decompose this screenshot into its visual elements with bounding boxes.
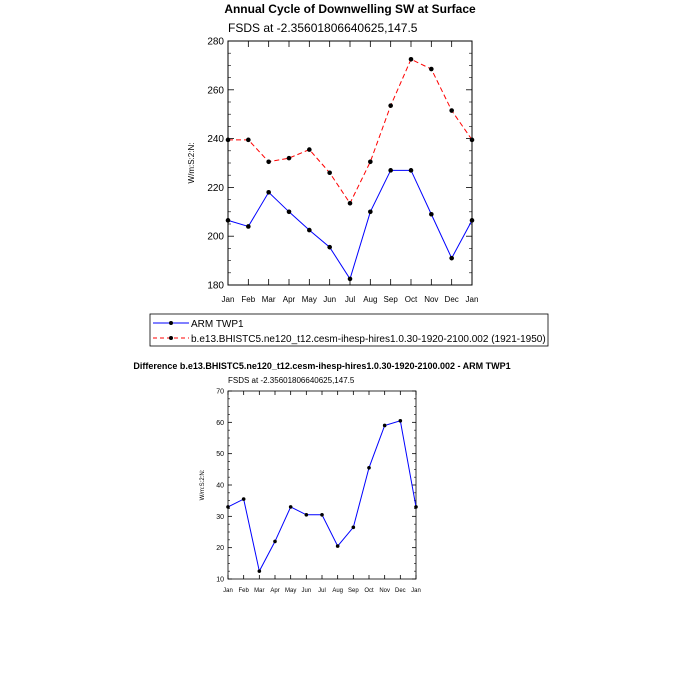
x-tick-label: Dec <box>395 588 406 594</box>
x-tick-label: Jun <box>301 588 311 594</box>
y-tick-label: 70 <box>216 388 224 395</box>
x-tick-label: Aug <box>363 295 377 304</box>
data-point <box>469 137 475 143</box>
data-point <box>335 544 340 548</box>
data-point <box>368 159 373 165</box>
data-point <box>327 244 332 250</box>
chart1-title: Annual Cycle of Downwelling SW at Surfac… <box>224 2 476 16</box>
data-point <box>266 159 271 165</box>
chart2-y-axis-label: W/m:S:2:N: <box>200 469 206 500</box>
x-tick-label: May <box>285 588 296 594</box>
y-tick-label: 50 <box>216 451 224 458</box>
y-tick-label: 10 <box>216 576 224 583</box>
data-point <box>388 168 393 173</box>
series-line-0 <box>227 169 473 281</box>
data-point <box>307 147 312 152</box>
x-tick-label: Jul <box>318 588 326 594</box>
x-tick-label: Sep <box>384 295 399 304</box>
x-tick-label: Oct <box>364 588 374 594</box>
y-tick-label: 20 <box>216 545 224 552</box>
chart1-subtitle: FSDS at -2.35601806640625,147.5 <box>228 21 418 35</box>
legend-label-arm: ARM TWP1 <box>191 319 244 330</box>
y-tick-label: 180 <box>207 281 224 292</box>
data-point <box>266 189 271 195</box>
x-tick-label: May <box>302 295 317 304</box>
data-point <box>320 512 324 517</box>
c2-plot-frame <box>227 390 417 580</box>
series-line-1 <box>228 58 473 205</box>
chart2-plot-area: 10 20 30 40 50 60 70 Jan Feb Mar Apr May Jun Jul Aug Se… <box>216 388 421 594</box>
x-tick-label: Jan <box>466 295 479 304</box>
chart1-y-axis-label: W/m:S:2:N: <box>187 143 196 184</box>
x-tick-label: Aug <box>332 588 343 594</box>
data-point <box>368 209 373 215</box>
data-point <box>408 168 414 173</box>
y-tick-label: 220 <box>207 183 224 194</box>
data-point <box>414 505 418 509</box>
x-tick-label: Feb <box>238 588 249 594</box>
y-tick-label: 40 <box>216 482 224 489</box>
data-point <box>398 418 403 423</box>
data-point <box>327 170 332 176</box>
x-tick-label: Jan <box>222 295 235 304</box>
chart1-legend: ARM TWP1 b.e13.BHISTC5.ne120_t12.cesm-ih… <box>149 313 549 347</box>
data-point <box>257 569 262 573</box>
data-point <box>246 224 251 229</box>
x-tick-label: Jan <box>411 588 421 594</box>
x-tick-label: Dec <box>445 295 459 304</box>
data-point <box>225 137 231 143</box>
data-point <box>388 103 393 108</box>
x-tick-label: Apr <box>270 588 279 594</box>
data-point <box>449 108 454 113</box>
data-point <box>429 66 434 72</box>
legend-marker-model <box>169 336 173 340</box>
data-point <box>286 155 292 161</box>
data-point <box>351 525 356 530</box>
data-point <box>288 505 293 509</box>
y-tick-label: 260 <box>207 85 224 96</box>
x-tick-label: Nov <box>424 295 438 304</box>
x-tick-label: Mar <box>262 295 276 304</box>
data-point <box>241 497 246 501</box>
data-point <box>408 57 414 62</box>
data-point <box>429 211 434 217</box>
y-tick-label: 240 <box>207 134 224 145</box>
y-tick-label: 60 <box>216 420 224 427</box>
x-tick-label: Jul <box>345 295 355 304</box>
data-point <box>304 512 309 517</box>
data-point <box>347 200 353 206</box>
data-point <box>347 276 353 282</box>
data-point <box>367 465 371 470</box>
data-point <box>246 137 251 143</box>
data-point <box>382 423 387 428</box>
data-point <box>226 505 230 509</box>
legend-label-model: b.e13.BHISTC5.ne120_t12.cesm-ihesp-hires… <box>191 334 546 345</box>
y-tick-label: 30 <box>216 514 224 521</box>
x-tick-label: Jun <box>323 295 336 304</box>
y-tick-label: 280 <box>207 37 224 48</box>
y-tick-label: 200 <box>207 232 224 243</box>
legend-marker-arm <box>169 321 173 325</box>
x-tick-label: Feb <box>241 295 255 304</box>
data-point <box>273 539 277 544</box>
data-point <box>469 218 475 223</box>
x-tick-label: Mar <box>254 588 264 594</box>
legend-box <box>149 313 549 347</box>
x-tick-label: Nov <box>379 588 390 594</box>
x-tick-label: Jan <box>223 588 233 594</box>
chart1-plot-area: 180 200 220 240 260 280 Jan Feb Mar Apr May Jun Jul A… <box>207 37 478 305</box>
x-tick-label: Apr <box>283 295 296 304</box>
x-tick-label: Oct <box>405 295 418 304</box>
data-point <box>225 218 231 223</box>
x-tick-label: Sep <box>348 588 359 594</box>
data-point <box>449 255 454 261</box>
data-point <box>286 209 292 215</box>
series-line-0 <box>227 420 417 573</box>
chart2-title: Difference b.e13.BHISTC5.ne120_t12.cesm-… <box>133 361 510 371</box>
data-point <box>307 227 312 233</box>
chart2-subtitle: FSDS at -2.35601806640625,147.5 <box>228 376 355 385</box>
